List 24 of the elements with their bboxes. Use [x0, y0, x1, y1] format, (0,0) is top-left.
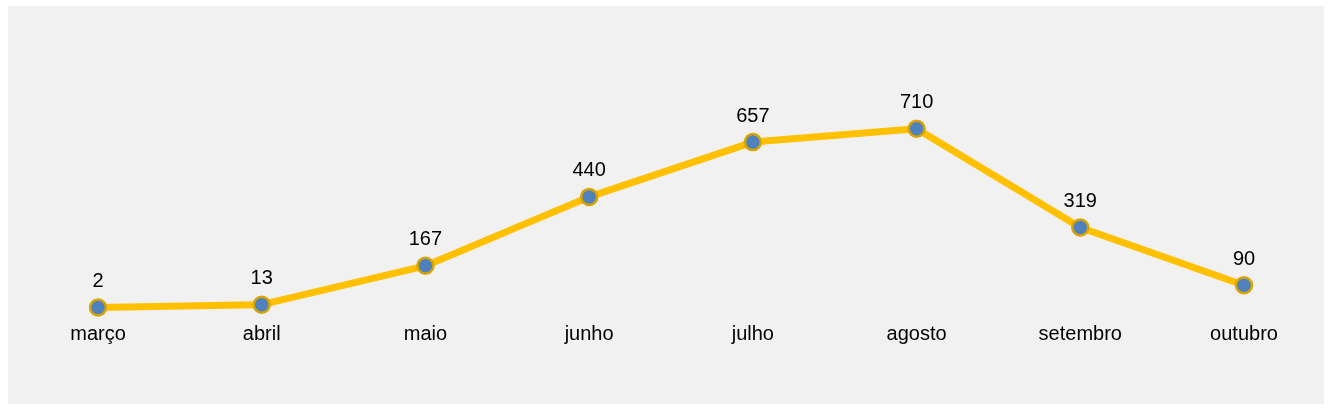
x-tick-label: outubro: [1210, 321, 1278, 344]
data-label: 657: [736, 103, 770, 126]
point: [1071, 218, 1090, 237]
x-tick-label: setembro: [1038, 321, 1122, 344]
x-tick-label: junho: [563, 321, 614, 344]
x-tick-label: maio: [403, 321, 448, 344]
data-label: 90: [1232, 246, 1256, 269]
x-tick-label: março: [70, 321, 126, 344]
data-label: 319: [1063, 188, 1097, 211]
point: [416, 256, 435, 276]
data-label: 13: [250, 266, 273, 289]
x-tick-label: abril: [242, 321, 281, 344]
point: [1234, 276, 1254, 295]
data-label: 440: [572, 158, 606, 181]
data-label: 167: [408, 227, 443, 250]
x-tick-label: agosto: [886, 321, 947, 344]
point: [907, 119, 926, 138]
point: [88, 298, 108, 317]
data-label: 2: [92, 269, 104, 292]
x-tick-label: julho: [730, 321, 774, 344]
point: [252, 295, 271, 314]
point: [579, 187, 599, 207]
point: [743, 132, 763, 152]
data-label: 710: [899, 90, 934, 113]
